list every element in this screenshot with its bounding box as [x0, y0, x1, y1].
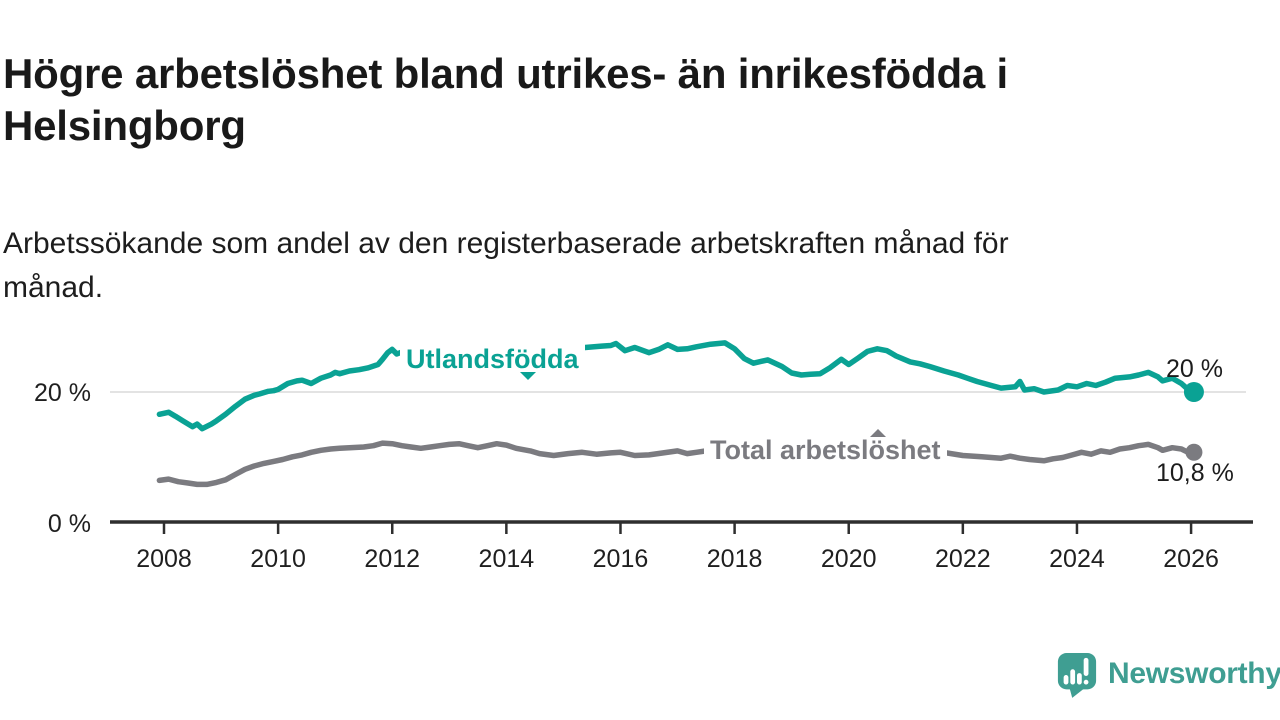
chart-title: Högre arbetslöshet bland utrikes- än inr…: [3, 50, 1009, 150]
series-label-utlandsfodda: Utlandsfödda: [400, 341, 585, 377]
x-tick-label: 2010: [250, 545, 306, 573]
x-tick-label: 2012: [364, 545, 420, 573]
newsworthy-logo: Newsworthy: [1056, 651, 1280, 699]
series-line-utlandsfodda: [156, 340, 1197, 432]
y-tick-label: 0 %: [48, 510, 91, 538]
newsworthy-logo-icon: [1057, 653, 1097, 698]
series-end-dot-utlandsfodda: [1183, 382, 1204, 402]
caret-down-icon: [520, 372, 536, 380]
x-tick-label: 2026: [1163, 545, 1219, 573]
chart-subtitle: Arbetssökande som andel av den registerb…: [3, 227, 1009, 304]
series-end-dot-total: [1185, 443, 1203, 461]
x-tick-label: 2008: [136, 545, 192, 573]
y-tick-label: 20 %: [34, 379, 91, 407]
x-tick-label: 2022: [935, 545, 991, 573]
end-value-label-utlandsfodda: 20 %: [1166, 355, 1223, 383]
series-label-total-arbetsloshet: Total arbetslöshet: [704, 432, 947, 468]
x-tick-labels: 2008 2010 2012 2014 2016 2018 2020 2022 2024 2026: [136, 545, 1219, 573]
x-tick-label: 2018: [707, 545, 763, 573]
x-tick-label: 2020: [821, 545, 877, 573]
newsworthy-logo-text: Newsworthy: [1108, 657, 1280, 690]
x-axis: [110, 520, 1253, 534]
y-tick-labels: 20 % 0 %: [34, 379, 91, 538]
x-tick-label: 2014: [479, 545, 535, 573]
end-value-label-total: 10,8 %: [1156, 459, 1234, 487]
x-tick-label: 2024: [1049, 545, 1105, 573]
series-end-dots: [1183, 382, 1204, 461]
series-lines: [156, 340, 1197, 488]
caret-up-icon: [870, 429, 886, 437]
series-line-total: [156, 439, 1197, 488]
x-tick-label: 2016: [593, 545, 649, 573]
